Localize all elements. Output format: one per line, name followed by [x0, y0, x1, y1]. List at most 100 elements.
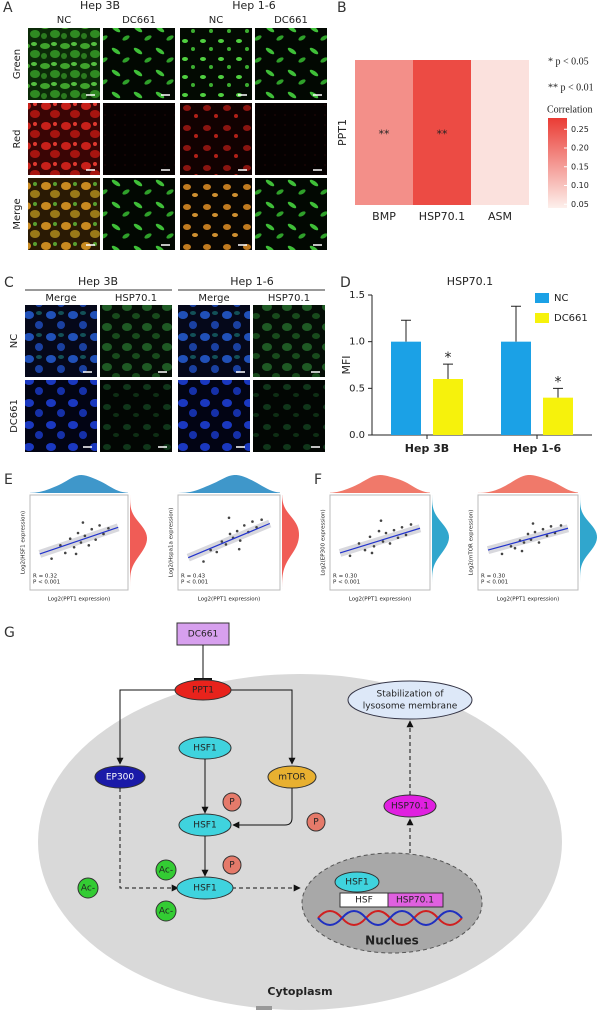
- node-label: P: [229, 861, 235, 871]
- phospho: [222, 855, 242, 875]
- fit-line: [39, 526, 119, 555]
- node-label: Ac-: [81, 884, 95, 894]
- column-label: Merge: [45, 293, 76, 304]
- point: [235, 529, 239, 533]
- point: [79, 541, 83, 544]
- density-right: [432, 495, 449, 590]
- fit-line: [487, 527, 569, 551]
- point: [59, 544, 62, 547]
- row-label: NC: [9, 334, 20, 348]
- cytoplasm: [38, 674, 562, 1010]
- point: [559, 524, 563, 527]
- point: [260, 518, 263, 521]
- micrograph: [255, 178, 327, 250]
- micrograph: [25, 305, 97, 377]
- point: [228, 532, 232, 536]
- micrograph: [178, 305, 250, 377]
- gene-box: [387, 892, 444, 908]
- colorbar-tick-label: 0.20: [571, 144, 589, 153]
- y-tick-label: 1.5: [349, 290, 365, 301]
- bar: [391, 341, 421, 435]
- image-grid: Merge HSP70.1 Merge HSP70.1 NC DC661: [9, 293, 325, 452]
- point: [72, 545, 76, 549]
- legend-label: NC: [554, 293, 568, 304]
- acetyl: [77, 877, 99, 899]
- point: [227, 516, 231, 520]
- arrow: [231, 689, 296, 765]
- heat-cell: [413, 60, 471, 205]
- x-tick-label: BMP: [372, 210, 396, 223]
- phospho: [222, 792, 242, 812]
- node-label: EP300: [106, 773, 135, 783]
- micrograph: [178, 380, 250, 452]
- column-label: Merge: [198, 293, 229, 304]
- panel-letter: G: [4, 625, 15, 641]
- node: [176, 876, 234, 900]
- density-top: [30, 475, 128, 493]
- point: [526, 532, 530, 536]
- significance: **: [379, 128, 391, 141]
- chart-title: HSP70.1: [447, 275, 493, 288]
- point: [102, 532, 105, 536]
- point: [370, 551, 374, 555]
- point: [381, 540, 385, 543]
- point: [533, 530, 537, 534]
- cytoplasm-label: Cytoplasm: [267, 985, 332, 998]
- legend-note: ** p < 0.01: [548, 82, 594, 93]
- point: [509, 545, 513, 548]
- node: [334, 871, 380, 893]
- point: [76, 531, 80, 535]
- x-tick-label: Hep 1-6: [513, 442, 562, 455]
- x-tick-label: HSP70.1: [419, 210, 465, 223]
- point: [409, 523, 413, 526]
- colorbar: [548, 118, 567, 208]
- row-label: Red: [12, 130, 23, 149]
- node-label: HSP70.1: [391, 802, 429, 812]
- micrograph: [100, 380, 172, 452]
- y-axis-label: Log2(EP300 expression): [321, 509, 327, 575]
- point: [81, 521, 85, 524]
- fit-line: [187, 522, 271, 559]
- point: [549, 525, 553, 528]
- row-label: Green: [12, 49, 23, 79]
- row-label: Merge: [12, 198, 23, 229]
- x-axis-label: Log2(PPT1 expression): [198, 597, 261, 603]
- colorbar-tick-label: 0.25: [571, 125, 589, 134]
- point: [541, 527, 545, 531]
- point: [400, 526, 404, 529]
- dashed-arrow: [119, 788, 179, 892]
- point: [209, 548, 212, 552]
- node-label: lysosome membrane: [363, 702, 458, 712]
- diagram: DC661 PPT1 Stabilization of lysosome mem…: [38, 622, 562, 1010]
- node-label: HSF1: [193, 744, 216, 754]
- nucleus-label: Nuclues: [365, 934, 419, 948]
- node-label: mTOR: [278, 773, 306, 783]
- point: [107, 526, 110, 530]
- acetyl: [155, 859, 177, 881]
- heatmap: BMP ** HSP70.1 ** ASM PPT1 * p < 0.05 ** p < 0.…: [336, 56, 594, 223]
- point: [377, 529, 381, 533]
- column-label: DC661: [274, 15, 308, 26]
- point: [372, 545, 376, 548]
- stat-text: P < 0.001: [181, 580, 208, 586]
- point: [83, 534, 87, 538]
- column-label: HSP70.1: [115, 293, 157, 304]
- bar: [501, 341, 531, 435]
- density-right: [130, 495, 147, 590]
- micrograph: [255, 103, 327, 175]
- node: [174, 679, 232, 701]
- micrograph: [180, 28, 252, 100]
- micrograph: [28, 103, 100, 175]
- scatter-plots: Log2(PPT1 expression) Log2(HSF1 expressio…: [21, 475, 597, 603]
- point: [251, 520, 254, 523]
- row-label: DC661: [9, 399, 20, 433]
- y-tick-label: 0.5: [349, 383, 365, 394]
- scroll-mark: [256, 1006, 272, 1010]
- point: [74, 552, 78, 556]
- micrograph: [103, 28, 175, 100]
- micrograph: [253, 305, 325, 377]
- significance: **: [437, 128, 449, 141]
- point: [90, 527, 94, 531]
- x-axis-label: Log2(PPT1 expression): [497, 597, 560, 603]
